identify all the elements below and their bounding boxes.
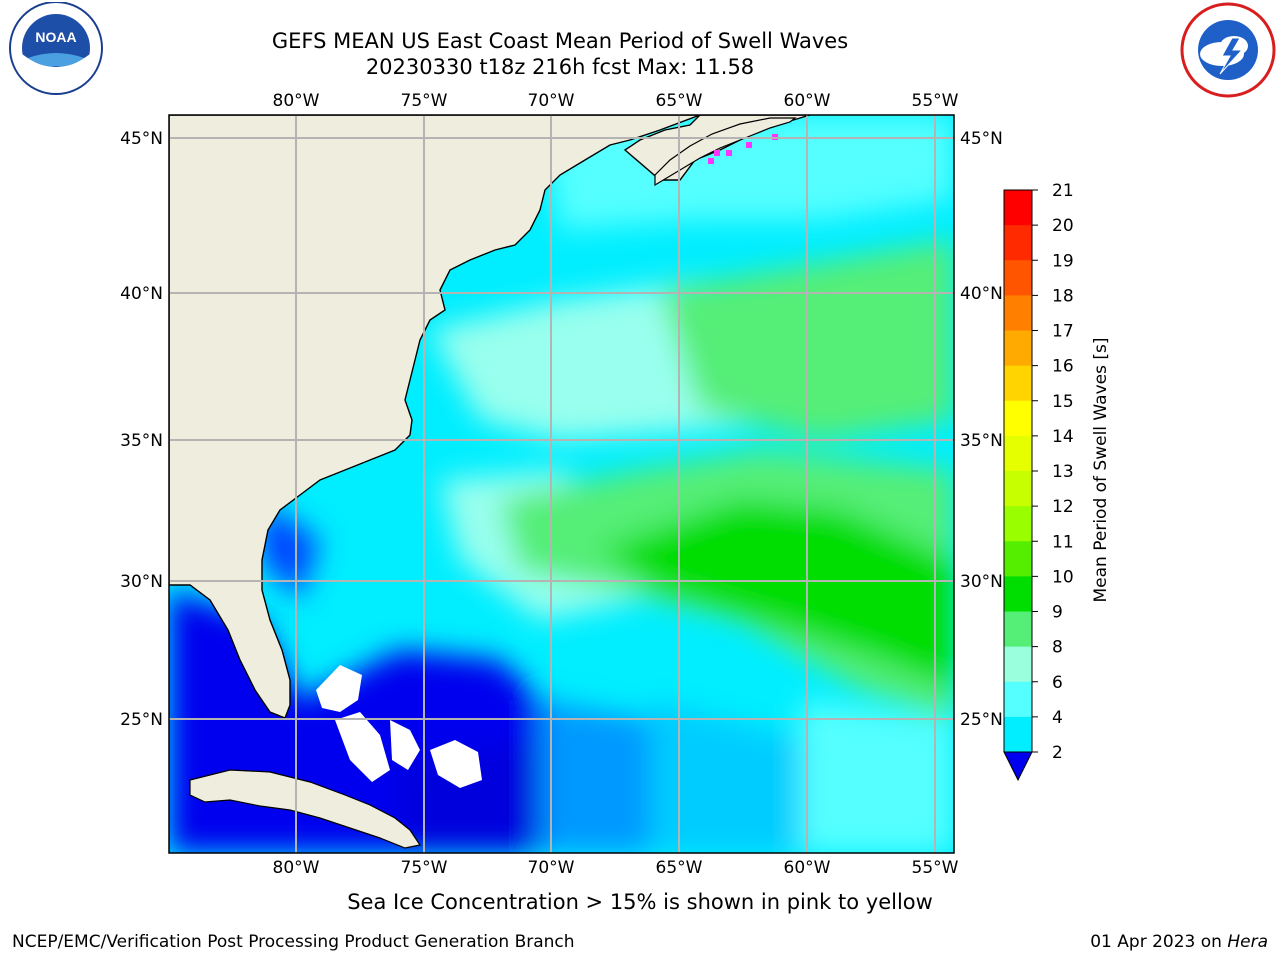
gridlines xyxy=(169,115,954,853)
lon-labels-top: 80°W 75°W 70°W 65°W 60°W 55°W xyxy=(273,91,959,111)
colorbar-tick-label: 4 xyxy=(1052,708,1063,728)
lat-labels-right: 45°N 40°N 35°N 30°N 25°N xyxy=(960,129,1003,730)
colorbar-label: Mean Period of Swell Waves [s] xyxy=(1091,338,1111,603)
colorbar-tick-label: 12 xyxy=(1052,497,1074,517)
land-north-america xyxy=(169,115,811,719)
lon-label: 75°W xyxy=(401,91,448,111)
footer-credit: NCEP/EMC/Verification Post Processing Pr… xyxy=(12,932,575,952)
land-nova-scotia xyxy=(654,117,797,187)
noaa-logo: NOAA xyxy=(9,2,103,95)
lat-label: 35°N xyxy=(120,431,163,451)
colorbar-tick-label: 17 xyxy=(1052,322,1074,342)
colorbar-segment xyxy=(1004,681,1032,718)
lon-label: 80°W xyxy=(273,858,320,878)
chart-title: GEFS MEAN US East Coast Mean Period of S… xyxy=(271,29,849,53)
footer-date: 01 Apr 2023 on Hera xyxy=(1090,932,1268,952)
nws-logo xyxy=(1180,2,1276,98)
land-cuba xyxy=(189,769,421,849)
colorbar-tick-label: 2 xyxy=(1052,743,1063,763)
colorbar-tick-label: 13 xyxy=(1052,462,1074,482)
colorbar-tick-label: 14 xyxy=(1052,427,1074,447)
colorbar-tick-label: 19 xyxy=(1052,251,1074,271)
lat-label: 30°N xyxy=(960,572,1003,592)
lat-label: 40°N xyxy=(120,284,163,304)
lon-label: 80°W xyxy=(273,91,320,111)
lat-label: 40°N xyxy=(960,284,1003,304)
sea-ice-note: Sea Ice Concentration > 15% is shown in … xyxy=(347,890,933,914)
lat-label: 25°N xyxy=(120,710,163,730)
lon-label: 60°W xyxy=(784,858,831,878)
colorbar-tick-label: 11 xyxy=(1052,532,1074,552)
colorbar-tick-label: 8 xyxy=(1052,638,1063,658)
colorbar-segment xyxy=(1004,506,1032,542)
colorbar-segment xyxy=(1004,576,1032,612)
colorbar-tick-label: 10 xyxy=(1052,567,1074,587)
lon-label: 70°W xyxy=(528,91,575,111)
colorbar-segment xyxy=(1004,190,1032,226)
chart-subtitle: 20230330 t18z 216h fcst Max: 11.58 xyxy=(365,55,755,79)
noaa-logo-text: NOAA xyxy=(35,29,76,45)
colorbar-segment xyxy=(1004,330,1032,367)
footer-date-text: 01 Apr 2023 on xyxy=(1090,932,1228,952)
colorbar-segment xyxy=(1004,400,1032,437)
colorbar-extend-arrow xyxy=(1003,751,1033,782)
lon-label: 55°W xyxy=(912,858,959,878)
colorbar-segment xyxy=(1004,225,1032,261)
colorbar: 21 20 19 18 17 16 15 14 13 12 11 10 9 8 6 4 2 xyxy=(1003,181,1074,782)
colorbar-segment xyxy=(1004,260,1032,296)
colorbar-segment xyxy=(1004,646,1032,683)
colorbar-segment xyxy=(1004,541,1032,577)
colorbar-tick-label: 15 xyxy=(1052,392,1074,412)
lat-label: 45°N xyxy=(120,129,163,149)
lon-label: 65°W xyxy=(656,91,703,111)
footer-host: Hera xyxy=(1227,932,1268,952)
colorbar-tick-label: 20 xyxy=(1052,216,1074,236)
lat-label: 35°N xyxy=(960,431,1003,451)
lat-labels-left: 45°N 40°N 35°N 30°N 25°N xyxy=(120,129,163,730)
colorbar-segment xyxy=(1004,365,1032,402)
colorbar-tick-label: 18 xyxy=(1052,286,1074,306)
lat-label: 45°N xyxy=(960,129,1003,149)
colorbar-tick-label: 21 xyxy=(1052,181,1074,201)
lon-label: 60°W xyxy=(784,91,831,111)
colorbar-tick-label: 6 xyxy=(1052,673,1063,693)
colorbar-segment xyxy=(1004,435,1032,472)
colorbar-segment xyxy=(1004,471,1032,507)
colorbar-segment xyxy=(1004,716,1032,753)
lat-label: 25°N xyxy=(960,710,1003,730)
colorbar-tick-label: 9 xyxy=(1052,603,1063,623)
lon-label: 70°W xyxy=(528,858,575,878)
lon-labels-bottom: 80°W 75°W 70°W 65°W 60°W 55°W xyxy=(273,858,959,878)
colorbar-segment xyxy=(1004,295,1032,331)
colorbar-segment xyxy=(1004,611,1032,648)
lon-label: 65°W xyxy=(656,858,703,878)
no-data-patches xyxy=(316,665,482,788)
colorbar-tick-label: 16 xyxy=(1052,357,1074,377)
map-area xyxy=(169,115,954,853)
lon-label: 55°W xyxy=(912,91,959,111)
lon-label: 75°W xyxy=(401,858,448,878)
lat-label: 30°N xyxy=(120,572,163,592)
map-frame xyxy=(168,114,955,854)
